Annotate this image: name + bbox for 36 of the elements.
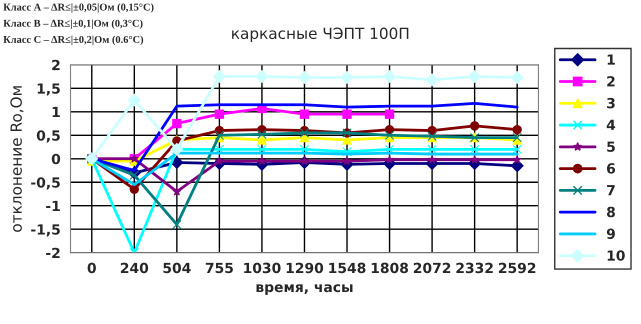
- y-tick-label: 1: [52, 106, 60, 118]
- y-axis-title: отклонение Ro,Ом: [10, 86, 24, 232]
- legend-label: 4: [606, 120, 616, 130]
- x-tick-label: 1808: [372, 262, 408, 274]
- x-tick-label: 1548: [329, 262, 366, 274]
- x-tick-label: 2332: [456, 262, 493, 274]
- y-tick-label: -1: [46, 200, 60, 212]
- y-tick-label: 0: [52, 154, 60, 164]
- legend-label: 1: [608, 54, 615, 65]
- legend-label: 9: [606, 228, 615, 240]
- y-tick-label: 2: [52, 60, 60, 70]
- legend-label: 10: [608, 250, 625, 261]
- x-tick-label: 0: [88, 262, 96, 274]
- x-tick-label: 2072: [414, 262, 450, 274]
- x-tick-label: 2592: [498, 262, 536, 274]
- y-tick-label: -0,5: [31, 177, 60, 190]
- chart-title: каркасные ЧЭПТ 100П: [232, 28, 408, 42]
- text: Класс А – ΔR≤|±0,05|Ом (0,15°С): [3, 3, 154, 13]
- x-tick-label: 1290: [286, 262, 324, 274]
- legend-label: 3: [607, 98, 615, 108]
- x-tick-label: 1030: [244, 262, 281, 274]
- legend-label: 2: [607, 76, 615, 86]
- legend-label: 7: [607, 185, 615, 196]
- text: Класс В – ΔR≤|±0,1|Ом (0,3°С): [3, 19, 143, 29]
- x-tick-label: 504: [163, 262, 191, 274]
- y-tick-label: 1,5: [38, 83, 60, 96]
- y-tick-label: -2: [46, 248, 60, 258]
- text: Класс С – ΔR≤|±0,2|Ом (0.6°С): [3, 36, 144, 46]
- y-tick-label: 0,5: [36, 130, 60, 143]
- legend-label: 5: [607, 142, 615, 152]
- x-tick-label: 240: [120, 262, 148, 274]
- x-axis-title: время, часы: [256, 284, 352, 295]
- legend-label: 8: [606, 206, 615, 218]
- y-tick-label: -1,5: [31, 224, 60, 236]
- x-tick-label: 755: [206, 262, 233, 274]
- legend-label: 6: [606, 163, 616, 174]
